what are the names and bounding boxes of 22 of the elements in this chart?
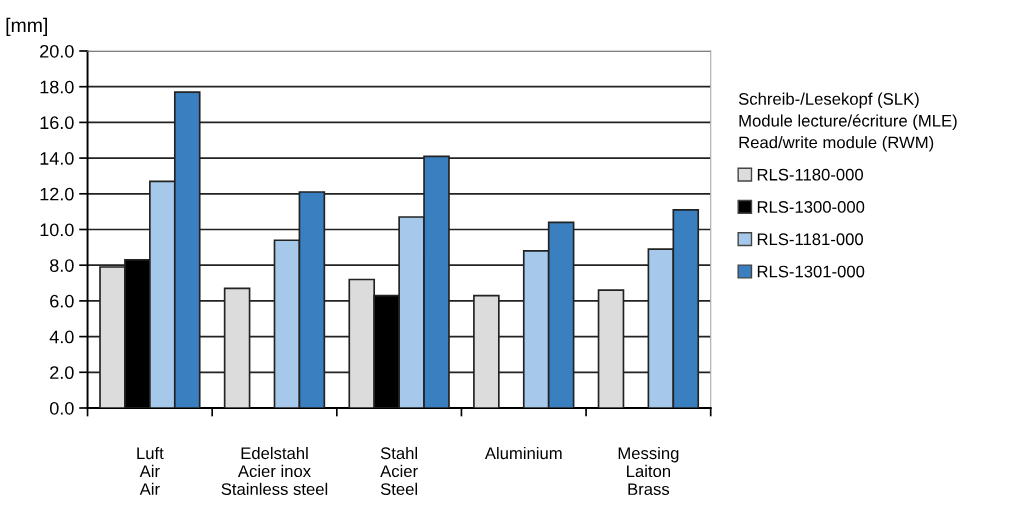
y-tick-label: 12.0	[40, 187, 74, 201]
y-tick-label: 8.0	[50, 259, 74, 272]
y-tick-label: 18.0	[40, 80, 74, 94]
legend-title: Schreib-/Lesekopf (SLK) Module lecture/écriture (MLE) Read/write module (RWM)	[738, 92, 957, 152]
legend-label: RLS-1180-000	[757, 168, 864, 181]
x-tick-label: Aluminium	[484, 446, 562, 460]
y-tick-label: 4.0	[49, 330, 74, 344]
legend-label: RLS-1300-000	[757, 201, 865, 213]
y-tick-label: 16.0	[40, 116, 74, 130]
legend-label: RLS-1301-000	[757, 265, 865, 278]
y-tick-label: 2.0	[50, 366, 74, 380]
y-axis-title: [mm]	[6, 17, 47, 36]
x-tick-label: Messing Laiton Brass	[618, 446, 679, 496]
legend-label: RLS-1181-000	[757, 233, 864, 246]
x-tick-label: Luft Air Air	[137, 446, 164, 495]
x-tick-label: Edelstahl Acier inox Stainless steel	[221, 446, 328, 496]
y-tick-label: 10.0	[40, 223, 74, 237]
x-tick-label: Stahl Acier Steel	[380, 446, 418, 496]
y-tick-label: 6.0	[50, 294, 74, 308]
y-tick-label: 0.0	[49, 401, 74, 415]
y-tick-label: 20.0	[40, 44, 74, 58]
y-tick-label: 14.0	[40, 152, 74, 165]
